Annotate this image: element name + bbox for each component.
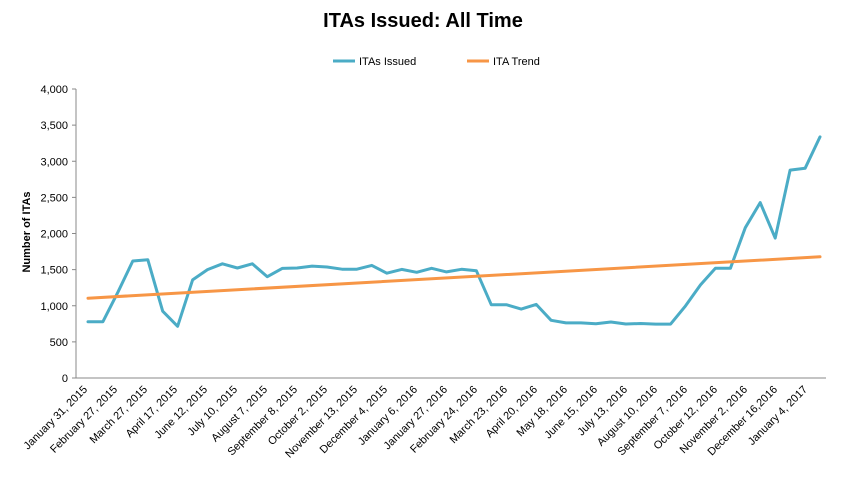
legend: ITAs Issued ITA Trend bbox=[333, 56, 540, 68]
itas-issued-line bbox=[86, 135, 822, 328]
legend-label: ITA Trend bbox=[493, 56, 540, 68]
ita-trend-line bbox=[86, 255, 822, 300]
y-tick-label: 2,000 bbox=[40, 229, 68, 241]
y-tick-label: 3,000 bbox=[40, 156, 68, 168]
legend-label: ITAs Issued bbox=[359, 56, 416, 68]
chart-title: ITAs Issued: All Time bbox=[323, 10, 523, 32]
y-tick-label: 500 bbox=[50, 337, 68, 349]
y-axis-label: Number of ITAs bbox=[21, 191, 33, 272]
y-tick-label: 2,500 bbox=[40, 192, 68, 204]
y-tick-label: 1,000 bbox=[40, 301, 68, 313]
y-tick-label: 4,000 bbox=[40, 84, 68, 96]
y-tick-label: 0 bbox=[62, 373, 68, 385]
series-layer bbox=[86, 135, 822, 328]
y-tick-label: 3,500 bbox=[40, 120, 68, 132]
y-tick-label: 1,500 bbox=[40, 265, 68, 277]
y-axis-ticks: 0 500 1,000 1,500 2,000 2,500 3,000 3,500 4,000 bbox=[40, 84, 76, 385]
